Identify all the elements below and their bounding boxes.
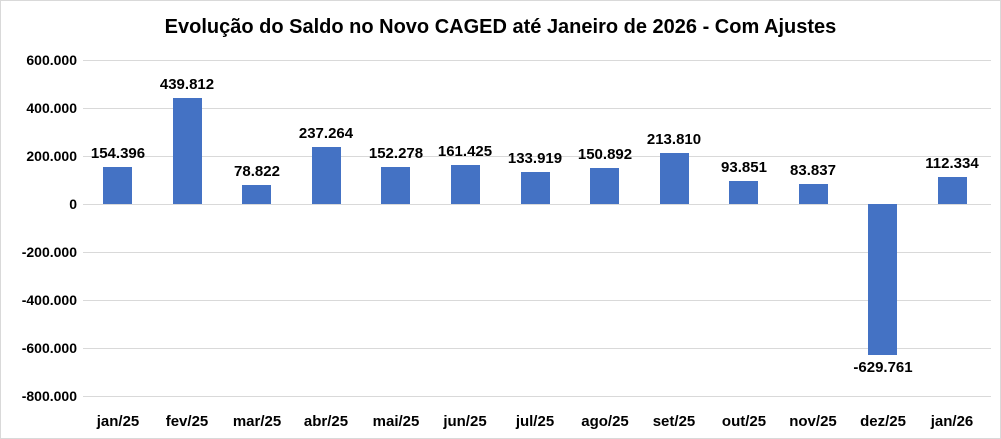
- x-axis-tick-label-abr-25: abr/25: [303, 413, 349, 430]
- bar-value-label-abr-25: 237.264: [298, 125, 354, 142]
- x-axis-tick-label-jul-25: jul/25: [515, 413, 555, 430]
- x-axis-tick-label-nov-25: nov/25: [789, 413, 837, 430]
- y-axis-tick-label: -800.000: [21, 388, 77, 404]
- y-axis-tick-label: 400.000: [26, 100, 77, 116]
- x-axis-tick-label-ago-25: ago/25: [581, 413, 629, 430]
- bar-value-label-jul-25: 133.919: [507, 150, 563, 167]
- bar-set-25: [660, 153, 689, 204]
- y-axis-tick-label: -400.000: [21, 292, 77, 308]
- x-axis-tick-label-jan-26: jan/26: [930, 413, 974, 430]
- y-axis-tick-label: 600.000: [26, 52, 77, 68]
- bar-value-label-jan-25: 154.396: [90, 145, 146, 162]
- bar-jan-25: [103, 167, 132, 204]
- bar-value-label-nov-25: 83.837: [790, 162, 836, 179]
- gridline: [83, 204, 991, 205]
- gridline: [83, 60, 991, 61]
- bar-value-label-ago-25: 150.892: [577, 146, 633, 163]
- gridline: [83, 396, 991, 397]
- x-axis-tick-label-jun-25: jun/25: [443, 413, 487, 430]
- bar-value-label-dez-25: -629.761: [853, 359, 913, 376]
- x-axis-tick-label-mar-25: mar/25: [232, 413, 282, 430]
- x-axis-tick-label-dez-25: dez/25: [860, 413, 906, 430]
- gridline: [83, 348, 991, 349]
- bar-ago-25: [590, 168, 619, 204]
- x-axis-tick-label-set-25: set/25: [652, 413, 696, 430]
- bar-out-25: [729, 181, 758, 204]
- bar-dez-25: [868, 204, 897, 355]
- bar-nov-25: [799, 184, 828, 204]
- bar-jan-26: [938, 177, 967, 204]
- gridline: [83, 156, 991, 157]
- y-axis-tick-label: 200.000: [26, 148, 77, 164]
- bar-mai-25: [381, 167, 410, 204]
- y-axis-tick-label: -600.000: [21, 340, 77, 356]
- bar-mar-25: [242, 185, 271, 204]
- chart-title: Evolução do Saldo no Novo CAGED até Jane…: [164, 16, 837, 38]
- y-axis-tick-label: -200.000: [21, 244, 77, 260]
- bar-value-label-mai-25: 152.278: [368, 145, 424, 162]
- gridline: [83, 108, 991, 109]
- x-axis-tick-label-jan-25: jan/25: [96, 413, 140, 430]
- bar-value-label-mar-25: 78.822: [234, 163, 280, 180]
- bar-value-label-jun-25: 161.425: [437, 143, 493, 160]
- gridline: [83, 252, 991, 253]
- x-axis-tick-label-mai-25: mai/25: [372, 413, 420, 430]
- bar-value-label-out-25: 93.851: [721, 159, 767, 176]
- bar-value-label-set-25: 213.810: [646, 131, 702, 148]
- bar-abr-25: [312, 147, 341, 204]
- gridline: [83, 300, 991, 301]
- x-axis-tick-label-fev-25: fev/25: [165, 413, 209, 430]
- bar-jun-25: [451, 165, 480, 204]
- bar-jul-25: [521, 172, 550, 204]
- bar-value-label-fev-25: 439.812: [159, 76, 215, 93]
- bar-value-label-jan-26: 112.334: [925, 155, 979, 172]
- x-axis-tick-label-out-25: out/25: [721, 413, 767, 430]
- bar-fev-25: [173, 98, 202, 204]
- y-axis-tick-label: 0: [69, 196, 77, 212]
